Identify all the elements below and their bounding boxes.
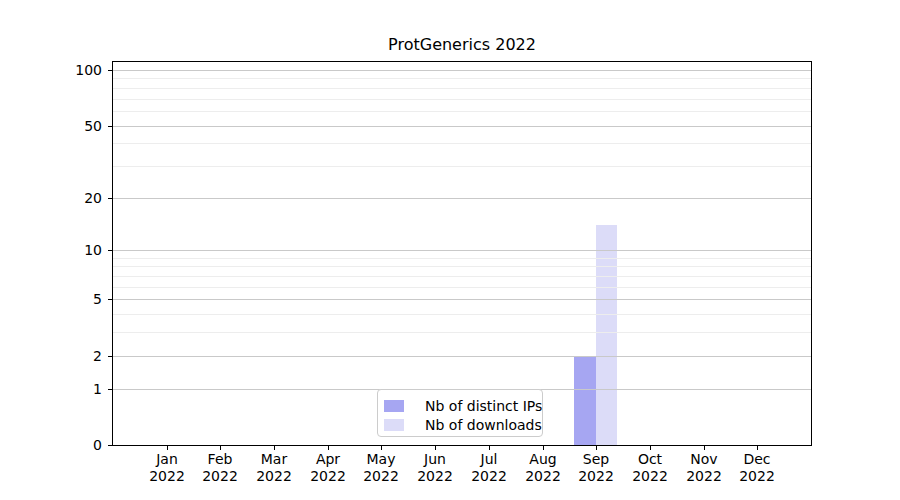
x-tick-label-dec: Dec2022 xyxy=(712,451,802,485)
minor-gridline-3 xyxy=(113,332,811,333)
x-tick-mark-may xyxy=(381,446,382,450)
y-tick-mark-20 xyxy=(108,198,112,199)
legend: Nb of distinct IPs Nb of downloads xyxy=(377,389,543,437)
y-tick-label-5: 5 xyxy=(38,291,102,307)
major-gridline-5 xyxy=(113,299,811,300)
y-tick-label-50: 50 xyxy=(38,118,102,134)
y-tick-mark-5 xyxy=(108,299,112,300)
x-tick-mark-aug xyxy=(543,446,544,450)
legend-entry-nb-of-distinct-ips: Nb of distinct IPs xyxy=(378,396,542,415)
x-tick-mark-mar xyxy=(274,446,275,450)
y-tick-label-20: 20 xyxy=(38,190,102,206)
major-gridline-100 xyxy=(113,70,811,71)
figure: ProtGenerics 2022 Nb of distinct IPsNb o… xyxy=(0,0,900,500)
minor-gridline-7 xyxy=(113,276,811,277)
minor-gridline-8 xyxy=(113,266,811,267)
month-year: 2022 xyxy=(712,468,802,485)
major-gridline-20 xyxy=(113,198,811,199)
y-tick-label-100: 100 xyxy=(38,62,102,78)
minor-gridline-90 xyxy=(113,78,811,79)
y-tick-mark-1 xyxy=(108,389,112,390)
month-name: Dec xyxy=(712,451,802,468)
x-tick-mark-apr xyxy=(328,446,329,450)
y-tick-mark-50 xyxy=(108,126,112,127)
chart-title: ProtGenerics 2022 xyxy=(112,35,812,54)
y-tick-mark-0 xyxy=(108,445,112,446)
y-tick-mark-2 xyxy=(108,356,112,357)
minor-gridline-40 xyxy=(113,143,811,144)
x-tick-mark-jan xyxy=(167,446,168,450)
minor-gridline-9 xyxy=(113,258,811,259)
minor-gridline-80 xyxy=(113,88,811,89)
minor-gridline-70 xyxy=(113,99,811,100)
minor-gridline-6 xyxy=(113,287,811,288)
y-tick-label-2: 2 xyxy=(38,348,102,364)
minor-gridline-4 xyxy=(113,314,811,315)
x-tick-mark-jun xyxy=(435,446,436,450)
legend-entry-nb-of-downloads: Nb of downloads xyxy=(378,415,542,434)
y-tick-label-1: 1 xyxy=(38,381,102,397)
legend-label: Nb of distinct IPs xyxy=(425,398,542,414)
legend-swatch-nb-of-downloads xyxy=(384,419,404,431)
y-tick-label-10: 10 xyxy=(38,242,102,258)
x-tick-mark-dec xyxy=(757,446,758,450)
y-tick-label-0: 0 xyxy=(38,437,102,453)
minor-gridline-60 xyxy=(113,111,811,112)
x-tick-mark-feb xyxy=(220,446,221,450)
gridlines-layer xyxy=(113,62,811,445)
x-tick-mark-jul xyxy=(489,446,490,450)
plot-area: Nb of distinct IPs Nb of downloads xyxy=(112,61,812,446)
major-gridline-2 xyxy=(113,356,811,357)
y-tick-mark-100 xyxy=(108,70,112,71)
y-tick-mark-10 xyxy=(108,250,112,251)
x-tick-mark-oct xyxy=(650,446,651,450)
major-gridline-50 xyxy=(113,126,811,127)
legend-swatch-nb-of-distinct-ips xyxy=(384,400,404,412)
minor-gridline-30 xyxy=(113,166,811,167)
x-tick-mark-sep xyxy=(596,446,597,450)
major-gridline-10 xyxy=(113,250,811,251)
x-tick-mark-nov xyxy=(704,446,705,450)
legend-label: Nb of downloads xyxy=(425,417,542,433)
